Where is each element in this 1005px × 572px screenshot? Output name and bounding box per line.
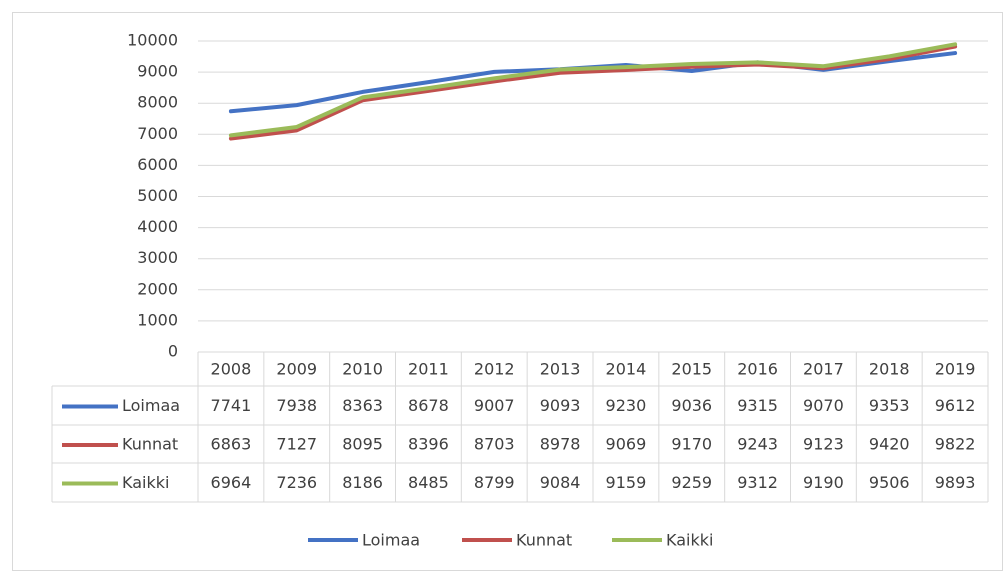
table-value: 7938 xyxy=(276,396,317,415)
x-tick-label: 2017 xyxy=(803,360,844,379)
table-value: 9893 xyxy=(935,473,976,492)
x-tick-label: 2014 xyxy=(606,360,647,379)
x-tick-label: 2012 xyxy=(474,360,515,379)
legend-label: Kunnat xyxy=(516,531,572,550)
table-value: 9230 xyxy=(606,396,647,415)
y-tick-label: 1000 xyxy=(137,310,178,329)
table-value: 9069 xyxy=(606,435,647,454)
table-value: 8396 xyxy=(408,435,449,454)
x-tick-label: 2015 xyxy=(671,360,712,379)
table-value: 9353 xyxy=(869,396,910,415)
table-row-label: Kunnat xyxy=(122,435,178,454)
table-value: 7236 xyxy=(276,473,317,492)
series-line xyxy=(228,42,958,138)
x-tick-label: 2013 xyxy=(540,360,581,379)
table-value: 6863 xyxy=(211,435,252,454)
table-value: 8485 xyxy=(408,473,449,492)
y-tick-label: 4000 xyxy=(137,217,178,236)
table-value: 9612 xyxy=(935,396,976,415)
table-value: 9506 xyxy=(869,473,910,492)
y-tick-label: 10000 xyxy=(127,31,178,50)
series-line xyxy=(228,44,958,141)
y-tick-label: 8000 xyxy=(137,93,178,112)
table-value: 6964 xyxy=(211,473,252,492)
x-tick-label: 2016 xyxy=(737,360,778,379)
table-value: 7741 xyxy=(211,396,252,415)
table-value: 9190 xyxy=(803,473,844,492)
legend-label: Loimaa xyxy=(362,531,420,550)
legend-label: Kaikki xyxy=(666,531,713,550)
chart-border xyxy=(12,12,1003,571)
x-tick-label: 2019 xyxy=(935,360,976,379)
table-value: 9123 xyxy=(803,435,844,454)
table-value: 9007 xyxy=(474,396,515,415)
table-value: 9036 xyxy=(671,396,712,415)
table-value: 9243 xyxy=(737,435,778,454)
y-tick-label: 2000 xyxy=(137,279,178,298)
table-row-label: Loimaa xyxy=(122,396,180,415)
x-tick-label: 2010 xyxy=(342,360,383,379)
table-value: 8678 xyxy=(408,396,449,415)
table-value: 9170 xyxy=(671,435,712,454)
table-value: 8186 xyxy=(342,473,383,492)
y-tick-label: 9000 xyxy=(137,62,178,81)
y-tick-label: 0 xyxy=(168,342,178,361)
table-value: 8095 xyxy=(342,435,383,454)
table-value: 9159 xyxy=(606,473,647,492)
table-value: 9084 xyxy=(540,473,581,492)
x-tick-label: 2011 xyxy=(408,360,449,379)
table-value: 8799 xyxy=(474,473,515,492)
x-tick-label: 2008 xyxy=(211,360,252,379)
table-value: 8978 xyxy=(540,435,581,454)
table-value: 9093 xyxy=(540,396,581,415)
table-value: 9259 xyxy=(671,473,712,492)
x-tick-label: 2009 xyxy=(276,360,317,379)
table-value: 9420 xyxy=(869,435,910,454)
table-value: 7127 xyxy=(276,435,317,454)
table-row-label: Kaikki xyxy=(122,473,169,492)
table-value: 9070 xyxy=(803,396,844,415)
y-tick-label: 5000 xyxy=(137,186,178,205)
table-value: 9315 xyxy=(737,396,778,415)
table-value: 8703 xyxy=(474,435,515,454)
table-value: 9312 xyxy=(737,473,778,492)
y-tick-label: 7000 xyxy=(137,124,178,143)
x-tick-label: 2018 xyxy=(869,360,910,379)
table-value: 8363 xyxy=(342,396,383,415)
y-tick-label: 6000 xyxy=(137,155,178,174)
table-value: 9822 xyxy=(935,435,976,454)
y-tick-label: 3000 xyxy=(137,248,178,267)
